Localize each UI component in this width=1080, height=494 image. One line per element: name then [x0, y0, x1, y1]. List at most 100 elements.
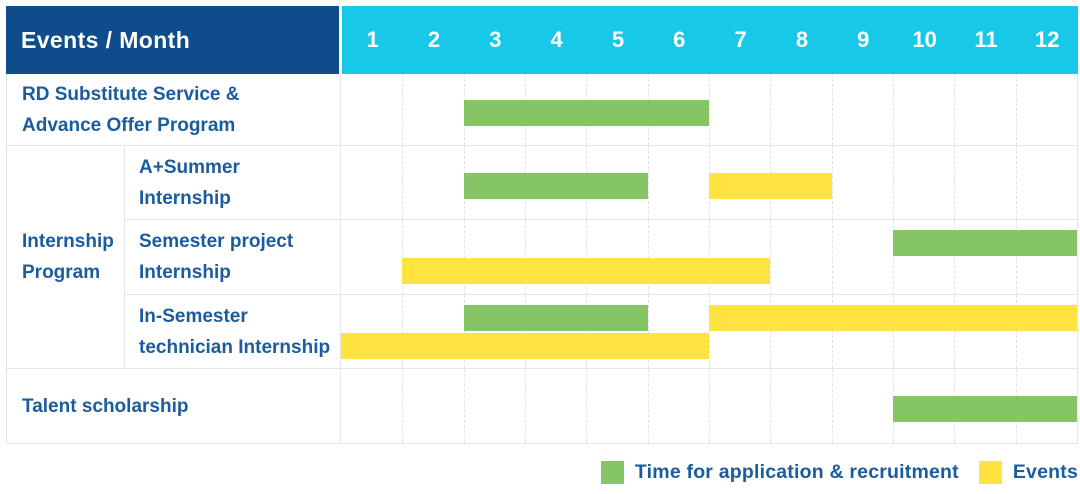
month-gridline [831, 146, 833, 219]
month-header-5: 5 [611, 27, 625, 52]
row-label-in-semester-technician-internship-line: In-Semester [139, 305, 248, 327]
month-gridline [709, 295, 710, 368]
month-gridline [770, 220, 772, 294]
group-label-line: Program [22, 262, 101, 283]
row-label-semester-project-internship-line: Semester project [139, 231, 294, 252]
chart-cell-semester-project-internship [341, 220, 1077, 294]
month-header-6: 6 [673, 27, 686, 52]
table-row-in-semester-technician-internship: In-Semester technician Internship [125, 295, 1077, 368]
events-month-title: Events / Month [21, 26, 191, 53]
month-header-7: 7 [734, 27, 747, 52]
month-gridline [893, 295, 894, 368]
month-gridline [525, 220, 526, 294]
month-gridline [402, 369, 404, 443]
legend-swatch-event [978, 461, 1002, 484]
application-bar-months-3-6 [463, 99, 709, 126]
month-gridline [525, 369, 526, 443]
month-header-4: 4 [550, 27, 563, 52]
legend-item-application: Time for application & recruitment [600, 461, 959, 484]
event-bar-months-7-12 [709, 304, 1077, 331]
chart-cell-a-plus-summer-internship [341, 146, 1077, 219]
table-row-rd-substitute: RD Substitute Service & Advance Offer Pro… [7, 74, 1077, 146]
month-header-2: 2 [427, 27, 441, 52]
month-header-9: 9 [857, 27, 870, 52]
table-body: RD Substitute Service & Advance Offer Pro… [6, 74, 1078, 444]
row-label-rd-substitute-line: RD Substitute Service & [22, 83, 240, 105]
group-internship-program: Internship Program A+Summer Internship Semes… [7, 146, 1077, 369]
row-label-in-semester-technician-internship: In-Semester technician Internship [125, 295, 341, 368]
row-label-semester-project-internship: Semester project Internship [125, 220, 341, 294]
legend-label-event: Events [1012, 461, 1078, 483]
table-header-row: Events / Month 1 2 3 4 5 6 7 8 9 10 11 12 [6, 6, 1078, 74]
table-row-a-plus-summer-internship: A+Summer Internship [125, 146, 1077, 220]
row-label-rd-substitute: RD Substitute Service & Advance Offer Pro… [7, 74, 341, 145]
application-bar-months-3-5 [463, 304, 648, 331]
month-gridline [770, 74, 772, 145]
table-row-semester-project-internship: Semester project Internship [125, 220, 1077, 295]
month-header-11: 11 [974, 27, 998, 52]
month-gridline [647, 369, 649, 443]
month-gridline [402, 74, 404, 145]
group-subrows: A+Summer Internship Semester project Intern… [125, 146, 1077, 368]
row-label-talent-scholarship-line: Talent scholarship [22, 395, 189, 417]
month-header-1: 1 [366, 27, 379, 52]
month-gridline [402, 295, 404, 368]
group-label-line: Internship [22, 231, 114, 252]
month-gridline [893, 146, 894, 219]
row-label-a-plus-summer-internship-line: A+Summer [139, 156, 240, 178]
month-header-3: 3 [489, 27, 502, 52]
event-bar-months-7-8 [709, 172, 832, 199]
table-row-talent-scholarship: Talent scholarship [7, 369, 1077, 443]
month-gridline [586, 220, 588, 294]
events-month-table: Events / Month 1 2 3 4 5 6 7 8 9 10 11 12 RD Substi… [6, 6, 1078, 444]
month-gridline [525, 295, 526, 368]
legend-item-event: Events [978, 461, 1078, 484]
chart-cell-rd-substitute [341, 74, 1077, 145]
month-gridline [954, 220, 956, 294]
application-bar-months-3-5 [463, 172, 648, 199]
row-label-talent-scholarship: Talent scholarship [7, 369, 341, 443]
month-header-10: 10 [912, 27, 937, 52]
month-gridline [831, 74, 833, 145]
month-gridline [402, 146, 404, 219]
month-gridline [893, 74, 894, 145]
month-gridline [770, 369, 772, 443]
legend-label-application: Time for application & recruitment [634, 461, 959, 483]
month-gridline [1015, 74, 1017, 145]
row-label-in-semester-technician-internship-line: technician Internship [139, 336, 331, 358]
month-gridline [1015, 220, 1017, 294]
month-gridline [831, 369, 833, 443]
month-header-8: 8 [795, 27, 809, 52]
row-label-a-plus-summer-internship: A+Summer Internship [125, 146, 341, 219]
month-gridline [586, 295, 588, 368]
legend-swatch-application [600, 461, 624, 484]
row-label-semester-project-internship-line: Internship [139, 262, 231, 283]
month-gridline [831, 220, 833, 294]
month-gridline [954, 146, 956, 219]
month-header-12: 12 [1035, 27, 1060, 52]
application-bar-months-10-12 [893, 396, 1077, 422]
months-header-strip: 1 2 3 4 5 6 7 8 9 10 11 12 [342, 6, 1078, 74]
month-gridline [831, 295, 833, 368]
month-gridline [647, 220, 649, 294]
chart-cell-talent-scholarship [341, 369, 1077, 443]
month-gridline [954, 295, 956, 368]
chart-legend: Time for application & recruitment Events [581, 461, 1078, 484]
month-gridline [402, 220, 404, 294]
group-label-internship-program: Internship Program [7, 146, 125, 368]
month-gridline [770, 295, 772, 368]
event-bar-months-1-6 [341, 332, 709, 359]
application-bar-months-10-12 [893, 230, 1077, 256]
month-gridline [709, 369, 710, 443]
month-gridline [463, 295, 465, 368]
month-gridline [647, 146, 649, 219]
month-gridline [893, 220, 894, 294]
month-gridline [954, 74, 956, 145]
month-gridline [1015, 295, 1017, 368]
month-gridline [586, 369, 588, 443]
event-bar-months-2-7 [402, 258, 771, 284]
month-gridline [463, 369, 465, 443]
month-gridline [1015, 146, 1017, 219]
row-label-a-plus-summer-internship-line: Internship [139, 187, 231, 209]
